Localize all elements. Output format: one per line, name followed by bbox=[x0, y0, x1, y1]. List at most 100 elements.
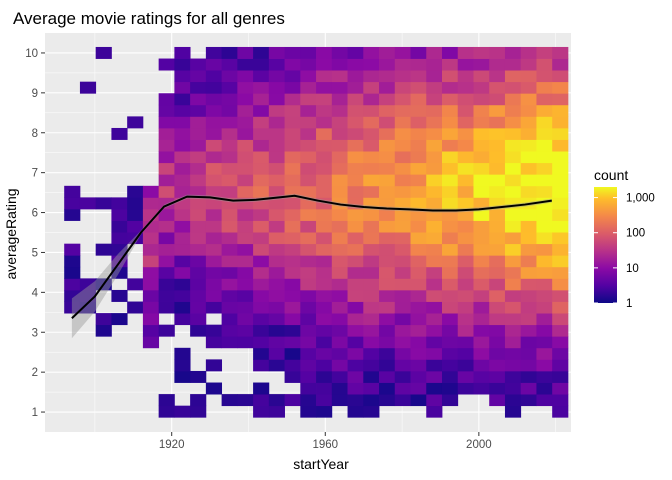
heat-tile bbox=[347, 324, 364, 337]
heat-tile bbox=[489, 81, 506, 94]
heat-tile bbox=[253, 104, 270, 117]
heat-tile bbox=[441, 255, 459, 268]
heat-tile bbox=[504, 278, 522, 291]
heat-tile bbox=[64, 208, 81, 221]
heat-tile bbox=[190, 151, 207, 164]
heat-tile bbox=[457, 347, 474, 360]
heat-tile bbox=[95, 197, 112, 210]
heat-tile bbox=[363, 162, 380, 175]
heat-tile bbox=[347, 127, 364, 140]
heat-tile bbox=[205, 139, 223, 152]
heat-tile bbox=[426, 46, 443, 59]
heat-tile bbox=[457, 162, 474, 175]
heat-tile bbox=[536, 336, 553, 349]
heat-tile bbox=[489, 174, 506, 187]
heat-tile bbox=[536, 289, 553, 302]
heat-tile bbox=[221, 151, 238, 164]
heat-tile bbox=[253, 359, 270, 372]
heat-tile bbox=[174, 278, 191, 291]
heat-tile bbox=[504, 174, 522, 187]
heat-tile bbox=[347, 289, 364, 302]
heat-tile bbox=[473, 104, 490, 117]
heat-tile bbox=[190, 197, 207, 210]
heat-tile bbox=[394, 81, 411, 94]
heat-tile bbox=[363, 220, 380, 233]
heat-tile bbox=[363, 174, 380, 187]
heat-tile bbox=[205, 81, 223, 94]
heat-tile bbox=[504, 359, 522, 372]
heat-tile bbox=[205, 70, 223, 83]
heat-tile bbox=[504, 347, 522, 360]
heat-tile bbox=[552, 127, 569, 140]
heat-tile bbox=[520, 394, 537, 407]
heat-tile bbox=[536, 255, 553, 268]
heat-tile bbox=[441, 382, 459, 395]
heat-tile bbox=[347, 336, 364, 349]
heat-tile bbox=[520, 185, 537, 198]
heat-tile bbox=[441, 151, 459, 164]
heat-tile bbox=[316, 151, 333, 164]
heat-tile bbox=[520, 289, 537, 302]
heat-tile bbox=[457, 255, 474, 268]
heat-tile bbox=[363, 58, 380, 71]
heat-tile bbox=[552, 278, 569, 291]
heat-tile bbox=[268, 220, 285, 233]
heat-tile bbox=[284, 278, 301, 291]
heat-tile bbox=[127, 220, 144, 233]
heat-tile bbox=[363, 70, 380, 83]
heat-tile bbox=[379, 324, 396, 337]
heat-tile bbox=[268, 243, 285, 256]
heat-tile bbox=[363, 301, 380, 314]
heat-tile bbox=[347, 70, 364, 83]
heat-tile bbox=[520, 93, 537, 106]
heat-tile bbox=[300, 370, 317, 383]
heat-tile bbox=[536, 394, 553, 407]
heat-tile bbox=[158, 289, 175, 302]
heat-tile bbox=[205, 127, 223, 140]
heat-tile bbox=[174, 301, 191, 314]
heat-tile bbox=[253, 197, 270, 210]
heat-tile bbox=[174, 185, 191, 198]
heat-tile bbox=[489, 359, 506, 372]
legend-label: 1,000 bbox=[626, 193, 655, 205]
heat-tile bbox=[331, 313, 348, 326]
heat-tile bbox=[64, 278, 81, 291]
heat-tile bbox=[520, 151, 537, 164]
heat-tile bbox=[300, 127, 317, 140]
heat-tile bbox=[457, 127, 474, 140]
heat-tile bbox=[457, 278, 474, 291]
heat-tile bbox=[158, 127, 175, 140]
heat-tile bbox=[504, 104, 522, 117]
heat-tile bbox=[284, 127, 301, 140]
heat-tile bbox=[520, 58, 537, 71]
heat-tile bbox=[379, 70, 396, 83]
heat-tile bbox=[253, 255, 270, 268]
heat-tile bbox=[237, 394, 254, 407]
heat-tile bbox=[489, 197, 506, 210]
heat-tile bbox=[536, 185, 553, 198]
heat-tile bbox=[394, 174, 411, 187]
heat-tile bbox=[457, 46, 474, 59]
heat-tile bbox=[363, 104, 380, 117]
heat-tile bbox=[504, 151, 522, 164]
heat-tile bbox=[111, 127, 128, 140]
heat-tile bbox=[253, 289, 270, 302]
heat-tile bbox=[441, 301, 459, 314]
heat-tile bbox=[520, 139, 537, 152]
heat-tile bbox=[331, 93, 348, 106]
heat-tile bbox=[379, 243, 396, 256]
heat-tile bbox=[284, 116, 301, 129]
heat-tile bbox=[347, 266, 364, 279]
heat-tile bbox=[536, 301, 553, 314]
heat-tile bbox=[441, 347, 459, 360]
heat-tile bbox=[410, 58, 427, 71]
heat-tile bbox=[331, 162, 348, 175]
heat-tile bbox=[316, 116, 333, 129]
heat-tile bbox=[504, 162, 522, 175]
heat-tile bbox=[158, 255, 175, 268]
heat-tile bbox=[520, 81, 537, 94]
heat-tile bbox=[394, 139, 411, 152]
heat-tile bbox=[504, 58, 522, 71]
heat-tile bbox=[426, 185, 443, 198]
heat-tile bbox=[489, 151, 506, 164]
